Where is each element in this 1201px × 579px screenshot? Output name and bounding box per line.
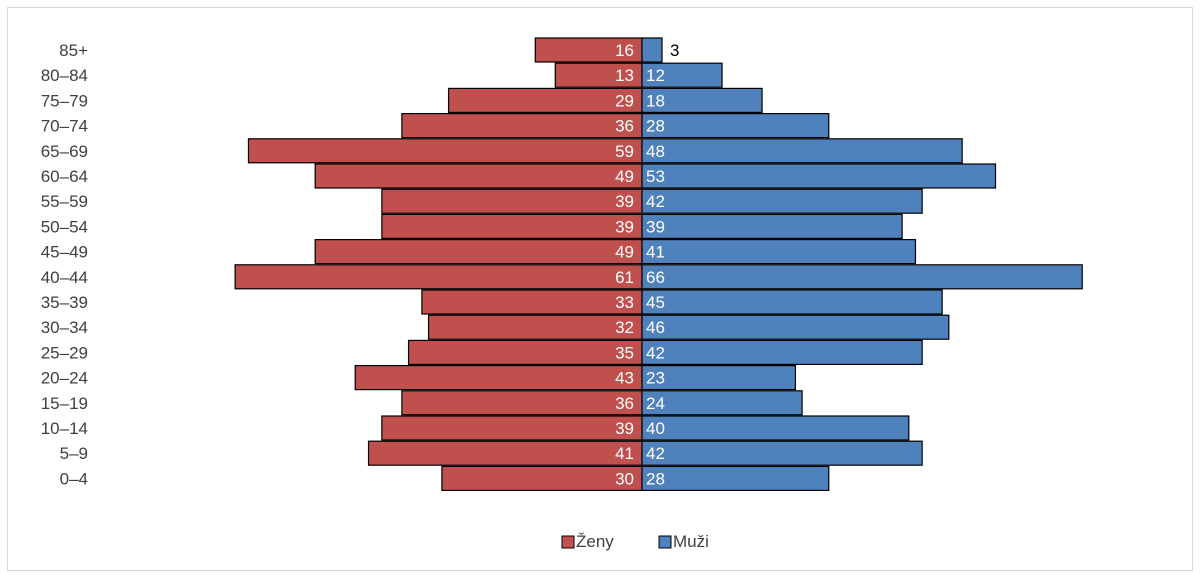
category-label-35-39: 35–39	[41, 293, 88, 312]
bar-zeny-35-39	[421, 289, 643, 315]
value-label-muzi-45-49: 41	[646, 243, 665, 262]
bar-zeny-50-54	[381, 213, 643, 239]
bar-zeny-65-69	[247, 138, 643, 164]
value-label-muzi-35-39: 45	[646, 293, 665, 312]
bar-muzi-70-74	[641, 112, 830, 139]
bar-muzi-30-34	[641, 314, 950, 340]
bar-muzi-75-79	[641, 87, 763, 114]
bar-muzi-50-54	[641, 213, 903, 239]
value-label-muzi-25-29: 42	[646, 343, 665, 362]
bar-zeny-20-24	[354, 365, 643, 391]
bar-zeny-60-64	[314, 163, 643, 189]
value-label-muzi-5-9: 42	[646, 444, 665, 463]
value-label-muzi-70-74: 28	[646, 117, 665, 136]
value-label-zeny-25-29: 35	[615, 343, 634, 362]
value-label-zeny-10-14: 39	[615, 419, 634, 438]
category-label-40-44: 40–44	[41, 268, 88, 287]
value-label-muzi-75-79: 18	[646, 91, 665, 110]
value-label-muzi-30-34: 46	[646, 318, 665, 337]
value-label-muzi-60-64: 53	[646, 167, 665, 186]
category-label-60-64: 60–64	[41, 167, 88, 186]
bar-zeny-25-29	[407, 339, 643, 365]
value-label-muzi-80-84: 12	[646, 66, 665, 85]
value-label-zeny-20-24: 43	[615, 369, 634, 388]
bar-muzi-65-69	[641, 138, 963, 164]
category-label-25-29: 25–29	[41, 343, 88, 362]
bar-muzi-5-9	[641, 440, 923, 466]
legend-swatch-zeny	[561, 535, 575, 549]
bar-muzi-20-24	[641, 365, 797, 391]
bar-zeny-5-9	[367, 440, 643, 466]
value-label-zeny-55-59: 39	[615, 192, 634, 211]
bar-muzi-35-39	[641, 289, 943, 315]
category-label-65-69: 65–69	[41, 142, 88, 161]
value-label-zeny-60-64: 49	[615, 167, 634, 186]
value-label-muzi-65-69: 48	[646, 142, 665, 161]
category-label-30-34: 30–34	[41, 318, 88, 337]
bar-muzi-60-64	[641, 163, 997, 189]
value-label-zeny-5-9: 41	[615, 444, 634, 463]
bar-muzi-45-49	[641, 239, 917, 265]
value-label-zeny-80-84: 13	[615, 66, 634, 85]
value-label-zeny-50-54: 39	[615, 217, 634, 236]
value-label-zeny-15-19: 36	[615, 394, 634, 413]
bar-zeny-55-59	[381, 188, 643, 214]
bar-zeny-45-49	[314, 239, 643, 265]
category-label-85: 85+	[59, 41, 88, 60]
bar-muzi-0-4	[641, 465, 830, 491]
bar-zeny-75-79	[447, 87, 643, 114]
bar-zeny-15-19	[401, 390, 643, 416]
category-label-80-84: 80–84	[41, 66, 88, 85]
value-label-muzi-55-59: 42	[646, 192, 665, 211]
value-label-muzi-40-44: 66	[646, 268, 665, 287]
category-label-15-19: 15–19	[41, 394, 88, 413]
legend-label-zeny: Ženy	[576, 532, 614, 551]
bar-muzi-25-29	[641, 339, 923, 365]
value-label-muzi-10-14: 40	[646, 419, 665, 438]
bar-zeny-30-34	[427, 314, 643, 340]
category-label-70-74: 70–74	[41, 117, 88, 136]
category-label-75-79: 75–79	[41, 91, 88, 110]
category-label-45-49: 45–49	[41, 243, 88, 262]
value-label-muzi-85: 3	[670, 41, 679, 60]
value-label-muzi-20-24: 23	[646, 369, 665, 388]
bar-muzi-15-19	[641, 390, 803, 416]
value-label-muzi-0-4: 28	[646, 469, 665, 488]
value-label-zeny-65-69: 59	[615, 142, 634, 161]
value-label-zeny-85: 16	[615, 41, 634, 60]
category-label-10-14: 10–14	[41, 419, 88, 438]
bar-muzi-10-14	[641, 415, 910, 441]
value-label-zeny-70-74: 36	[615, 117, 634, 136]
value-label-zeny-35-39: 33	[615, 293, 634, 312]
value-label-zeny-75-79: 29	[615, 91, 634, 110]
bar-muzi-85	[641, 37, 663, 63]
value-label-zeny-30-34: 32	[615, 318, 634, 337]
value-label-muzi-50-54: 39	[646, 217, 665, 236]
bar-zeny-40-44	[234, 264, 643, 290]
bar-zeny-85	[534, 37, 643, 63]
bar-muzi-80-84	[641, 62, 723, 88]
value-label-zeny-45-49: 49	[615, 243, 634, 262]
bar-zeny-80-84	[554, 62, 643, 88]
value-label-muzi-15-19: 24	[646, 394, 665, 413]
bar-zeny-70-74	[401, 112, 643, 139]
legend-swatch-muzi	[658, 535, 672, 549]
category-label-50-54: 50–54	[41, 217, 88, 236]
category-label-0-4: 0–4	[60, 469, 88, 488]
value-label-zeny-0-4: 30	[615, 469, 634, 488]
bar-zeny-0-4	[441, 465, 643, 491]
bar-zeny-10-14	[381, 415, 643, 441]
bar-muzi-40-44	[641, 264, 1083, 290]
bar-muzi-55-59	[641, 188, 923, 214]
value-label-zeny-40-44: 61	[615, 268, 634, 287]
legend-label-muzi: Muži	[673, 532, 709, 551]
category-label-20-24: 20–24	[41, 369, 88, 388]
category-label-5-9: 5–9	[60, 444, 88, 463]
category-label-55-59: 55–59	[41, 192, 88, 211]
